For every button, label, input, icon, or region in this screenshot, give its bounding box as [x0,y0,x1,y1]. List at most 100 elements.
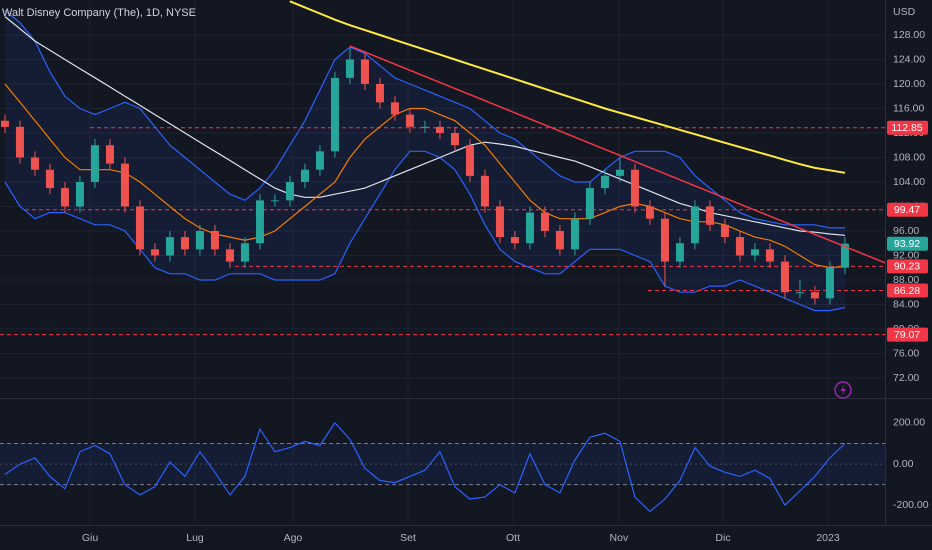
x-tick-label: Set [400,532,416,544]
level-label: 86.28 [894,285,920,297]
candle-body [795,292,804,294]
candle-body [45,169,54,189]
candle-body [375,83,384,103]
level-label: 79.07 [894,329,920,341]
candle-body [450,132,459,146]
candle-body [600,175,609,189]
level-label-bg [887,120,928,135]
x-tick-label: Ott [506,532,520,544]
currency: USD [893,6,916,18]
y-tick-label: 92.00 [893,249,919,261]
labels: 72.0076.0080.0084.0088.0092.0096.00100.0… [82,29,929,544]
candle-body [660,218,669,262]
y-tick-label: 200.00 [893,417,925,429]
candle-body [285,181,294,201]
candle-body [225,249,234,262]
candle-body [435,126,444,133]
candle-body [555,230,564,250]
candle-body [840,243,849,268]
candle-body [270,200,279,202]
candle-body [735,237,744,256]
moving-average [4,83,846,269]
candle-body [75,181,84,207]
last-price-bg [887,236,928,251]
band-lower [4,150,846,312]
candle-body [30,157,39,170]
candle-body [720,224,729,238]
candle-body [105,145,114,164]
oscillator-line [4,421,846,513]
candle-body [570,218,579,250]
candle-body [585,188,594,219]
candle-body [705,206,714,225]
y-tick-label: 124.00 [893,53,925,65]
candle-body [780,261,789,293]
candle-body [165,237,174,256]
alert-bolt [840,384,846,396]
candle-body [15,126,24,158]
candle-body [330,77,339,152]
chart-title: Walt Disney Company (The), 1D, NYSE [2,7,196,19]
candle-body [825,267,834,299]
alert-icon[interactable] [834,381,852,399]
y-tick-label: -200.00 [893,499,929,511]
trendline [349,45,886,264]
y-tick-label: 76.00 [893,347,919,359]
osc-band [0,443,885,485]
candle-body [0,120,9,127]
candle-body [195,230,204,250]
y-tick-label: 72.00 [893,372,919,384]
x-tick-label: 2023 [816,532,840,544]
candle-body [240,243,249,262]
x-tick-label: Lug [186,532,204,544]
y-tick-label: 0.00 [893,458,914,470]
level-label-bg [887,283,928,298]
x-tick-label: Ago [284,532,303,544]
y-tick-label: 104.00 [893,176,925,188]
candle-body [690,206,699,244]
candle-body [90,145,99,182]
candle-body [345,59,354,78]
level-label: 99.47 [894,204,920,216]
candle-body [180,237,189,250]
level-label-bg [887,259,928,274]
band-upper [4,10,845,229]
candle-body [750,249,759,256]
candle-body [315,151,324,170]
moving-average [289,0,846,174]
candle-body [510,237,519,244]
alert-circle [834,381,852,399]
candle-body [675,243,684,262]
candle-body [210,230,219,250]
moving-average [4,16,846,236]
y-tick-label: 88.00 [893,274,919,286]
x-tick-label: Giu [82,532,99,544]
x-tick-label: Dic [715,532,730,544]
candle-body [645,206,654,219]
level-label-bg [887,202,928,217]
candle-body [615,169,624,176]
candle-body [405,114,414,127]
candle-body [540,212,549,231]
y-tick-label: 120.00 [893,78,925,90]
x-tick-label: Nov [610,532,629,544]
candle-body [150,249,159,256]
level-label-bg [887,327,928,342]
y-tick-label: 128.00 [893,29,925,41]
candle-body [495,206,504,238]
candle-body [480,175,489,207]
y-tick-label: 108.00 [893,151,925,163]
candle-body [525,212,534,244]
y-tick-label: 116.00 [893,102,924,114]
candle-body [390,102,399,115]
candle-body [120,163,129,207]
candle-body [60,188,69,207]
plot [0,0,886,513]
candle-body [810,292,819,299]
candle-body [360,59,369,84]
y-tick-label: 84.00 [893,298,919,310]
candle-body [135,206,144,250]
candle-body [420,126,429,128]
